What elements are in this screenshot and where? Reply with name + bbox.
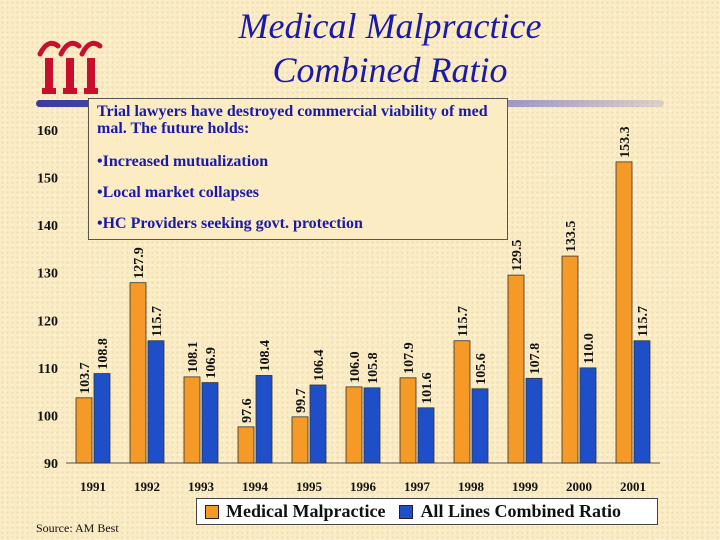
bar-medical-malpractice (237, 426, 255, 464)
logo-foot (63, 88, 77, 94)
logo-swoosh (79, 40, 103, 57)
bar-value-label: 108.4 (258, 340, 273, 372)
y-tick-label: 100 (37, 409, 58, 424)
x-tick-label: 1998 (458, 479, 485, 494)
bar-value-label: 97.6 (240, 398, 255, 423)
bar-value-label: 110.0 (582, 333, 597, 364)
x-tick-label: 1997 (404, 479, 431, 494)
x-tick-label: 1995 (296, 479, 323, 494)
bullet-text: Local market collapses (102, 184, 260, 201)
bar-value-label: 108.1 (186, 341, 201, 373)
bar-value-label: 107.9 (402, 342, 417, 374)
x-tick-label: 2001 (620, 479, 646, 494)
source-note: Source: AM Best (36, 521, 119, 535)
y-tick-label: 110 (38, 362, 58, 377)
x-tick-label: 1999 (512, 479, 539, 494)
bar-medical-malpractice (453, 340, 471, 464)
bar-value-label: 115.7 (636, 306, 651, 337)
y-tick-label: 140 (37, 219, 58, 234)
bar-series (75, 161, 651, 464)
y-tick-label: 130 (37, 267, 58, 282)
bar-all-lines (471, 388, 489, 464)
bar-value-label: 99.7 (294, 388, 309, 413)
legend-item-med-mal: Medical Malpractice (205, 501, 385, 522)
logo-swoosh (37, 40, 61, 57)
bar-all-lines (363, 387, 381, 464)
bar-value-label: 129.5 (510, 240, 525, 272)
logo-stem (45, 58, 53, 94)
bar-value-label: 105.8 (366, 352, 381, 384)
title-line-1: Medical Malpractice (238, 6, 542, 46)
chart-legend: Medical Malpractice All Lines Combined R… (196, 498, 658, 525)
bar-all-lines (93, 373, 111, 464)
bar-medical-malpractice (561, 255, 579, 464)
logo-swoosh (58, 40, 82, 57)
legend-label: Medical Malpractice (226, 501, 386, 521)
legend-label: All Lines Combined Ratio (420, 501, 621, 521)
bar-all-lines (579, 367, 597, 464)
bar-value-label: 106.0 (348, 351, 363, 383)
bar-all-lines (309, 384, 327, 464)
commentary-bullet: •HC Providers seeking govt. protection (97, 215, 363, 232)
bullet-text: HC Providers seeking govt. protection (102, 215, 363, 232)
x-tick-label: 1994 (242, 479, 269, 494)
bar-all-lines (147, 340, 165, 464)
legend-swatch-blue (399, 504, 414, 519)
chart-title: Medical Malpractice Combined Ratio (140, 4, 640, 92)
logo-stem (87, 58, 95, 94)
x-tick-label: 1996 (350, 479, 377, 494)
commentary-bullet: •Local market collapses (97, 184, 260, 201)
bar-medical-malpractice (291, 416, 309, 464)
x-tick-label: 1991 (80, 479, 106, 494)
bar-value-label: 127.9 (132, 247, 147, 279)
iii-logo (37, 40, 103, 94)
x-tick-label: 2000 (566, 479, 592, 494)
legend-swatch-orange (205, 504, 219, 519)
bar-medical-malpractice (507, 274, 525, 464)
bar-medical-malpractice (399, 377, 417, 464)
x-axis: 1991 1992 1993 1994 1995 1996 1997 1998 1999 2000… (66, 462, 660, 494)
bar-all-lines (633, 340, 651, 464)
y-tick-label: 160 (37, 124, 58, 139)
bar-value-label: 103.7 (78, 362, 93, 394)
commentary-bullet: •Increased mutualization (97, 153, 269, 170)
bar-value-label: 106.4 (312, 349, 327, 381)
bar-all-lines (525, 377, 543, 464)
bar-medical-malpractice (615, 161, 633, 464)
bar-value-labels: 103.7 127.9 108.1 97.6 99.7 106.0 107.9 115.7 12… (78, 126, 651, 422)
bar-all-lines (255, 375, 273, 464)
bar-all-lines (417, 407, 435, 464)
commentary-box: Trial lawyers have destroyed commercial … (88, 98, 508, 240)
x-tick-label: 1992 (134, 479, 160, 494)
commentary-intro: Trial lawyers have destroyed commercial … (97, 103, 488, 137)
x-tick-label: 1993 (188, 479, 215, 494)
logo-foot (42, 88, 56, 94)
bar-value-label: 108.8 (96, 338, 111, 370)
bar-medical-malpractice (75, 397, 93, 464)
logo-foot (84, 88, 98, 94)
bar-medical-malpractice (183, 376, 201, 464)
y-axis: 90 100 110 120 130 140 150 160 (37, 124, 58, 472)
legend-item-all-lines: All Lines Combined Ratio (399, 501, 621, 522)
bar-value-label: 107.8 (528, 343, 543, 375)
bar-all-lines (201, 382, 219, 464)
bar-medical-malpractice (129, 282, 147, 464)
bar-value-label: 115.7 (456, 306, 471, 337)
y-tick-label: 150 (37, 172, 58, 187)
logo-stem (66, 58, 74, 94)
bar-value-label: 101.6 (420, 372, 435, 404)
bar-value-label: 153.3 (618, 126, 633, 158)
title-line-2: Combined Ratio (272, 50, 508, 90)
bar-medical-malpractice (345, 386, 363, 464)
bar-value-label: 115.7 (150, 306, 165, 337)
y-tick-label: 90 (44, 457, 58, 472)
y-tick-label: 120 (37, 314, 58, 329)
bar-value-label: 105.6 (474, 353, 489, 385)
bullet-text: Increased mutualization (102, 153, 269, 170)
bar-value-label: 106.9 (204, 347, 219, 379)
bar-value-label: 133.5 (564, 221, 579, 253)
